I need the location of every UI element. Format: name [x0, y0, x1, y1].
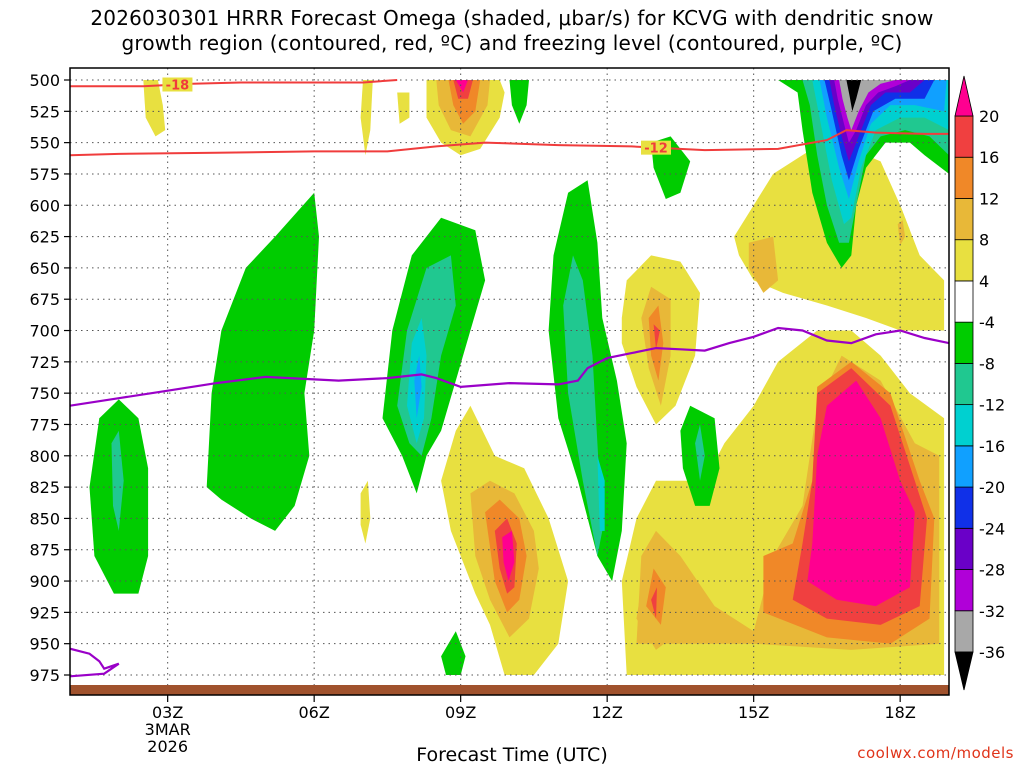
y-tick-label-825: 825	[29, 478, 60, 497]
omega-region-neg-11z-2	[563, 255, 603, 556]
colorbar-band--24	[954, 486, 974, 529]
dgz-label-0: -18	[166, 79, 190, 94]
dgz-label-bg-0	[162, 77, 193, 92]
colorbar-label--12: -12	[979, 396, 1005, 415]
y-tick-label-875: 875	[29, 541, 60, 560]
omega-region-pos-right-upper-2	[748, 236, 779, 293]
credit-text: coolwx.com/models	[857, 744, 1014, 762]
terrain-strip	[70, 685, 949, 695]
x-tick-label-09Z: 09Z	[445, 703, 476, 722]
colorbar-label--32: -32	[979, 602, 1005, 621]
colorbar-label--20: -20	[979, 478, 1005, 497]
omega-region-neg-08z-4	[414, 355, 422, 419]
omega-region-pos-13z-4	[653, 324, 660, 350]
x-tick-date: 3MAR	[145, 720, 191, 739]
x-tick-label-03Z: 03Z	[152, 703, 183, 722]
colorbar-label--8: -8	[979, 354, 995, 373]
omega-region-neg-09z-bottom	[441, 631, 466, 675]
y-tick-label-600: 600	[29, 196, 60, 215]
y-tick-label-575: 575	[29, 165, 60, 184]
y-tick-label-650: 650	[29, 259, 60, 278]
y-tick-label-850: 850	[29, 509, 60, 528]
colorbar-band--28	[954, 527, 974, 570]
omega-region-pos-10z-5	[502, 530, 515, 582]
colorbar-band-12	[954, 156, 974, 199]
dgz-contour-0	[70, 79, 398, 88]
grid-lines	[70, 68, 949, 685]
colorbar-label-8: 8	[979, 231, 989, 250]
y-tick-label-500: 500	[29, 71, 60, 90]
colorbar-band--8	[954, 321, 974, 364]
colorbar-label--28: -28	[979, 561, 1005, 580]
y-tick-label-800: 800	[29, 447, 60, 466]
contour-lines: -18 -12	[70, 77, 949, 678]
y-tick-label-725: 725	[29, 353, 60, 372]
omega-region-pos-18z-small-2	[897, 220, 906, 246]
x-axis-label: Forecast Time (UTC)	[416, 744, 608, 766]
colorbar-band--12	[954, 362, 974, 406]
omega-region-neg-10z-top	[509, 80, 529, 124]
colorbar-label-16: 16	[979, 148, 999, 167]
x-tick-label-18Z: 18Z	[885, 703, 916, 722]
omega-region-neg-upper-right-9	[846, 80, 862, 112]
colorbar-band--32	[954, 569, 974, 612]
omega-region-neg-14z-2	[695, 424, 705, 481]
y-tick-label-750: 750	[29, 384, 60, 403]
omega-region-pos-top-left	[143, 80, 166, 137]
colorbar-label-4: 4	[979, 272, 989, 291]
colorbar-band--16	[954, 404, 974, 447]
colorbar-band-16	[954, 115, 974, 158]
freezing-level-1	[70, 647, 120, 678]
colorbar-max-triangle	[954, 75, 974, 117]
colorbar-label--36: -36	[979, 643, 1005, 662]
y-tick-label-950: 950	[29, 635, 60, 654]
y-tick-label-900: 900	[29, 572, 60, 591]
colorbar-label-12: 12	[979, 189, 999, 208]
y-axis-ticks: 500 525 550 575 600 625 650 675 700 725 750 775 800 8…	[29, 71, 70, 685]
colorbar-label--24: -24	[979, 519, 1005, 538]
colorbar-band-4	[954, 239, 974, 282]
omega-region-pos-right-low-5	[807, 380, 915, 607]
y-tick-label-925: 925	[29, 603, 60, 622]
dgz-contour-1	[70, 129, 949, 157]
x-tick-label-15Z: 15Z	[738, 703, 769, 722]
plot-frame	[69, 67, 950, 696]
chart-title: 2026030301 HRRR Forecast Omega (shaded, …	[0, 6, 1024, 56]
title-line-2: growth region (contoured, red, ºC) and f…	[121, 31, 903, 55]
title-line-1: 2026030301 HRRR Forecast Omega (shaded, …	[90, 6, 934, 30]
y-tick-label-525: 525	[29, 102, 60, 121]
y-tick-label-550: 550	[29, 134, 60, 153]
colorbar-label-20: 20	[979, 107, 999, 126]
colorbar-band--36	[954, 610, 974, 653]
colorbar-band--20	[954, 445, 974, 488]
colorbar-label--4: -4	[979, 313, 995, 332]
colorbar-min-triangle	[954, 651, 974, 691]
colorbar-label--16: -16	[979, 437, 1005, 456]
freezing-level-0	[70, 326, 949, 407]
omega-region-pos-top-7-5	[397, 92, 410, 124]
y-tick-label-700: 700	[29, 322, 60, 341]
colorbar: -36 -32 -28 -24 -20 -16 -12 -8 -4 4 8 12 16 20	[954, 75, 1005, 691]
y-tick-label-975: 975	[29, 666, 60, 685]
dgz-label-bg-1	[641, 140, 671, 155]
omega-region-neg-11z-3	[597, 455, 605, 531]
omega-region-pos-top-mid-5	[455, 80, 468, 93]
omega-shading	[89, 80, 949, 675]
colorbar-band--4	[954, 280, 974, 323]
x-tick-year: 2026	[147, 737, 188, 756]
omega-region-pos-top-7z	[360, 80, 373, 156]
colorbar-band-8	[954, 198, 974, 241]
x-tick-label-06Z: 06Z	[299, 703, 330, 722]
y-tick-label-775: 775	[29, 415, 60, 434]
omega-region-pos-7z-mid	[360, 480, 371, 544]
dgz-label-1: -12	[644, 142, 668, 157]
y-tick-label-675: 675	[29, 290, 60, 309]
omega-region-pos-13z-low-3	[651, 587, 657, 619]
y-tick-label-625: 625	[29, 228, 60, 247]
x-tick-label-12Z: 12Z	[592, 703, 623, 722]
